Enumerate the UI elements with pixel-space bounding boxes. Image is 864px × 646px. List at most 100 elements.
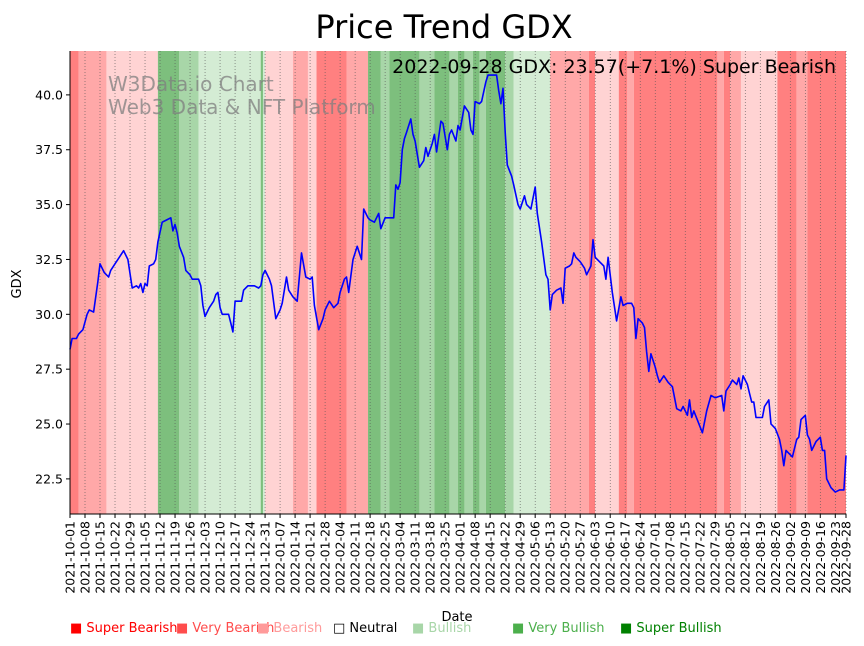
- x-tick-label: 2022-03-04: [393, 521, 408, 594]
- sentiment-regions: [70, 51, 846, 514]
- region-super-bearish: [723, 51, 731, 514]
- region-very-bearish: [796, 51, 808, 514]
- x-tick-label: 2021-10-01: [63, 521, 78, 594]
- x-tick-label: 2021-10-29: [123, 521, 138, 594]
- price-line: [69, 74, 847, 493]
- x-tick-label: 2022-05-20: [558, 521, 573, 594]
- region-very-bullish: [473, 51, 480, 514]
- region-very-bullish: [157, 51, 180, 514]
- region-very-bearish: [550, 51, 589, 514]
- x-tick-label: 2022-09-02: [783, 521, 798, 594]
- region-bearish: [265, 51, 293, 514]
- y-tick-label: 37.5: [35, 142, 63, 157]
- x-tick-label: 2021-12-24: [243, 521, 258, 594]
- x-tick-label: 2022-08-26: [768, 521, 783, 594]
- x-tick-label: 2022-08-05: [723, 521, 738, 594]
- legend-item-super-bearish: ■ Super Bearish: [70, 621, 178, 636]
- x-tick-label: 2021-10-15: [93, 521, 108, 594]
- x-tick-label: 2022-04-08: [468, 521, 483, 594]
- region-very-bearish: [730, 51, 741, 514]
- x-tick-label: 2021-12-31: [258, 521, 273, 594]
- region-very-bullish: [434, 51, 450, 514]
- y-tick-label: 35.0: [35, 197, 63, 212]
- x-tick-label: 2021-12-17: [228, 521, 243, 594]
- x-tick-label: 2022-09-09: [798, 521, 813, 594]
- region-super-bearish: [807, 51, 846, 514]
- watermark-line-2: Web3 Data & NFT Platform: [108, 95, 376, 119]
- x-tick-label: 2022-03-25: [438, 521, 453, 594]
- y-tick-label: 22.5: [35, 471, 63, 486]
- x-tick-label: 2021-12-10: [213, 521, 228, 594]
- x-tick-label: 2021-11-26: [183, 521, 198, 594]
- legend-item-very-bullish: ■ Very Bullish: [512, 621, 605, 636]
- region-very-bullish: [389, 51, 420, 514]
- x-tick-label: 2021-11-19: [168, 521, 183, 594]
- x-tick-label: 2022-02-25: [378, 521, 393, 594]
- region-super-bearish: [633, 51, 718, 514]
- x-tick-label: 2022-07-29: [708, 521, 723, 594]
- price-series: [69, 74, 847, 493]
- x-tick-label: 2021-12-03: [198, 521, 213, 594]
- region-bullish: [419, 51, 435, 514]
- x-tick-label: 2022-06-10: [603, 521, 618, 594]
- region-bullish: [505, 51, 514, 514]
- region-bullish: [464, 51, 474, 514]
- region-very-bearish: [717, 51, 724, 514]
- x-tick-label: 2022-08-12: [738, 521, 753, 594]
- region-very-bearish: [78, 51, 107, 514]
- y-tick-label: 30.0: [35, 307, 63, 322]
- watermark-line-1: W3Data.io Chart: [108, 72, 274, 96]
- x-tick-label: 2022-01-07: [273, 521, 288, 594]
- x-tick-label: 2022-06-03: [588, 521, 603, 594]
- region-very-bearish: [346, 51, 368, 514]
- x-tick-label: 2022-04-22: [498, 521, 513, 594]
- region-very-bearish: [292, 51, 308, 514]
- region-very-bullish: [458, 51, 465, 514]
- x-tick-label: 2022-04-29: [513, 521, 528, 594]
- watermark: W3Data.io Chart Web3 Data & NFT Platform: [108, 72, 376, 119]
- x-tick-label: 2022-04-15: [483, 521, 498, 594]
- legend-item-very-bearish: ■ Very Bearish: [176, 621, 275, 636]
- region-neutral-bull: [198, 51, 266, 514]
- region-bearish: [595, 51, 619, 514]
- x-tick-label: 2022-07-08: [663, 521, 678, 594]
- x-tick-label: 2022-07-22: [693, 521, 708, 594]
- x-tick-label: 2022-06-17: [618, 521, 633, 594]
- x-tick-label: 2022-02-18: [363, 521, 378, 594]
- x-tick-label: 2022-04-01: [453, 521, 468, 594]
- x-tick-label: 2022-07-01: [648, 521, 663, 594]
- x-tick-label: 2021-11-05: [138, 521, 153, 594]
- x-tick-label: 2022-07-15: [678, 521, 693, 594]
- legend: ■ Super Bearish ■ Very Bearish ■ Bearish □ …: [70, 621, 770, 637]
- x-tick-label: 2022-03-11: [408, 521, 423, 594]
- y-tick-label: 25.0: [35, 417, 63, 432]
- x-tick-label: 2021-11-12: [153, 521, 168, 594]
- region-bullish: [449, 51, 458, 514]
- region-super-bearish: [588, 51, 596, 514]
- region-super-bearish: [777, 51, 797, 514]
- grid-lines: [69, 51, 847, 514]
- legend-item-bearish: ■ Bearish: [257, 621, 323, 636]
- x-tick-label: 2022-05-13: [543, 521, 558, 594]
- y-tick-label: 32.5: [35, 252, 63, 267]
- axes: 22.5 25.0 27.5 30.0 32.5 35.0 37.5 40.0 2021-10-…: [35, 51, 854, 594]
- x-tick-label: 2022-05-27: [573, 521, 588, 594]
- legend-item-bullish: ■ Bullish: [412, 621, 472, 636]
- x-tick-label: 2022-01-28: [318, 521, 333, 594]
- region-bullish: [179, 51, 199, 514]
- latest-price-annotation: 2022-09-28 GDX: 23.57(+7.1%) Super Beari…: [392, 56, 836, 78]
- x-tick-label: 2022-09-28: [839, 521, 854, 594]
- x-axis-label: Date: [441, 610, 472, 625]
- x-tick-label: 2022-03-18: [423, 521, 438, 594]
- region-neutral-bull: [513, 51, 551, 514]
- x-tick-label: 2022-08-19: [753, 521, 768, 594]
- x-tick-label: 2022-06-24: [633, 521, 648, 594]
- legend-item-super-bullish: ■ Super Bullish: [620, 621, 722, 636]
- region-very-bullish: [485, 51, 506, 514]
- x-tick-label: 2022-01-21: [303, 521, 318, 594]
- x-tick-label: 2022-02-11: [348, 521, 363, 594]
- region-very-bearish: [627, 51, 634, 514]
- legend-item-neutral: □ Neutral: [333, 621, 398, 636]
- region-super-bearish: [316, 51, 347, 514]
